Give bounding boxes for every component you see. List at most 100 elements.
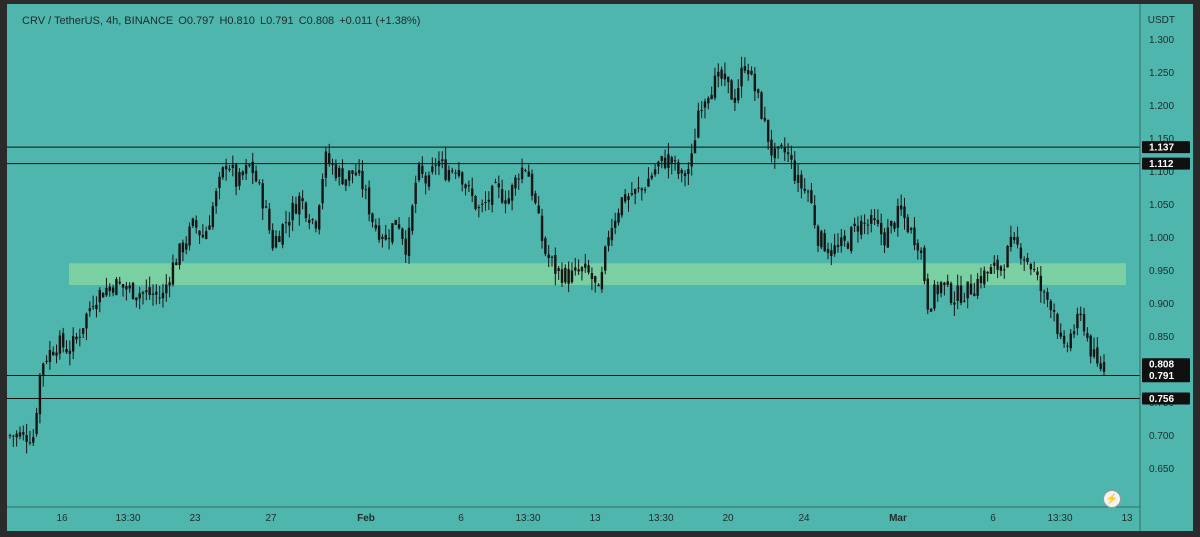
candle-body bbox=[401, 228, 404, 240]
candle-body bbox=[773, 148, 777, 159]
candle-body bbox=[574, 267, 577, 271]
candle-body bbox=[677, 162, 680, 175]
candle-body bbox=[431, 166, 434, 173]
candle-body bbox=[983, 270, 986, 285]
candle-body bbox=[308, 219, 311, 223]
candle-body bbox=[318, 205, 321, 230]
candle-body bbox=[208, 225, 211, 230]
candle-body bbox=[115, 278, 118, 296]
candle-body bbox=[803, 188, 806, 191]
price-label-box bbox=[1142, 392, 1190, 405]
candle-body bbox=[404, 238, 407, 255]
candle-body bbox=[830, 250, 833, 257]
candle-body bbox=[218, 176, 221, 189]
candle-body bbox=[248, 164, 251, 166]
candle-body bbox=[876, 219, 880, 224]
candle-body bbox=[959, 285, 963, 304]
candle-body bbox=[22, 432, 25, 435]
candle-body bbox=[447, 169, 451, 181]
candle-body bbox=[18, 432, 22, 437]
candle-body bbox=[547, 254, 550, 258]
candle-body bbox=[1089, 335, 1092, 357]
candle-body bbox=[810, 189, 813, 204]
candle-body bbox=[55, 352, 58, 356]
candle-body bbox=[1076, 313, 1079, 329]
candle-body bbox=[717, 71, 720, 77]
candle-body bbox=[497, 183, 501, 188]
price-label-value: 1.112 bbox=[1149, 159, 1174, 170]
candle-body bbox=[1102, 361, 1106, 372]
candle-body bbox=[756, 89, 760, 93]
candle-body bbox=[324, 151, 328, 178]
candle-body bbox=[441, 159, 444, 162]
candle-body bbox=[1079, 313, 1082, 316]
x-tick-label: Feb bbox=[357, 513, 375, 524]
candle-body bbox=[211, 206, 215, 227]
candle-body bbox=[461, 172, 464, 185]
candle-body bbox=[537, 205, 540, 214]
candle-body bbox=[880, 222, 883, 235]
candle-body bbox=[185, 243, 188, 250]
x-tick-label: 24 bbox=[798, 513, 810, 524]
candle-body bbox=[610, 228, 614, 241]
candle-body bbox=[786, 152, 790, 155]
candle-body bbox=[507, 198, 510, 204]
candle-body bbox=[763, 117, 767, 121]
candle-body bbox=[52, 351, 55, 356]
candle-body bbox=[753, 73, 757, 92]
candle-body bbox=[913, 227, 916, 246]
candle-body bbox=[823, 233, 826, 252]
candle-body bbox=[670, 157, 673, 164]
chart-panel[interactable]: 1.300 1.250 1.200 1.150 1.100 1.050 1.000 0.950… bbox=[7, 4, 1193, 531]
candle-body bbox=[427, 175, 431, 187]
candle-body bbox=[866, 224, 870, 226]
candle-body bbox=[490, 185, 494, 205]
candle-body bbox=[833, 245, 836, 254]
y-tick-label: 1.250 bbox=[1149, 68, 1174, 79]
candle-body bbox=[484, 202, 487, 204]
candlestick-chart[interactable]: 1.300 1.250 1.200 1.150 1.100 1.050 1.000 0.950… bbox=[7, 4, 1193, 531]
candle-body bbox=[188, 226, 191, 246]
candle-body bbox=[155, 291, 158, 295]
candle-body bbox=[1049, 300, 1052, 311]
candle-body bbox=[597, 284, 600, 287]
price-label-value: 0.808 bbox=[1149, 360, 1174, 371]
candle-body bbox=[584, 263, 587, 268]
candle-body bbox=[707, 98, 710, 104]
candle-body bbox=[567, 269, 570, 284]
candle-body bbox=[457, 170, 461, 176]
candle-body bbox=[906, 217, 910, 233]
lightning-icon[interactable]: ⚡ bbox=[1103, 490, 1121, 508]
candle-body bbox=[288, 221, 291, 226]
candle-body bbox=[357, 170, 361, 174]
candle-body bbox=[727, 76, 730, 83]
candle-body bbox=[1039, 275, 1043, 292]
candle-body bbox=[800, 174, 803, 189]
x-tick-label: 20 bbox=[722, 513, 734, 524]
candle-body bbox=[667, 154, 670, 169]
candle-body bbox=[1013, 236, 1016, 241]
candle-body bbox=[600, 272, 604, 290]
candle-body bbox=[893, 222, 896, 229]
candle-body bbox=[75, 336, 78, 340]
candle-body bbox=[151, 293, 155, 295]
candle-body bbox=[78, 336, 82, 338]
candle-body bbox=[271, 230, 274, 249]
candle-body bbox=[1029, 264, 1033, 270]
currency-label: USDT bbox=[1147, 15, 1175, 26]
candle-body bbox=[713, 75, 717, 98]
candle-body bbox=[989, 267, 993, 274]
candle-body bbox=[1032, 268, 1036, 270]
candle-body bbox=[224, 165, 228, 170]
y-tick-label: 1.000 bbox=[1149, 233, 1174, 244]
candle-body bbox=[311, 219, 314, 221]
candle-body bbox=[424, 175, 427, 184]
candle-body bbox=[929, 308, 933, 312]
candle-body bbox=[91, 306, 95, 308]
candle-body bbox=[1086, 332, 1089, 339]
candle-body bbox=[364, 189, 367, 191]
candle-body bbox=[284, 222, 288, 224]
candle-body bbox=[963, 300, 966, 302]
candle-body bbox=[264, 206, 268, 208]
y-tick-label: 0.950 bbox=[1149, 266, 1174, 277]
